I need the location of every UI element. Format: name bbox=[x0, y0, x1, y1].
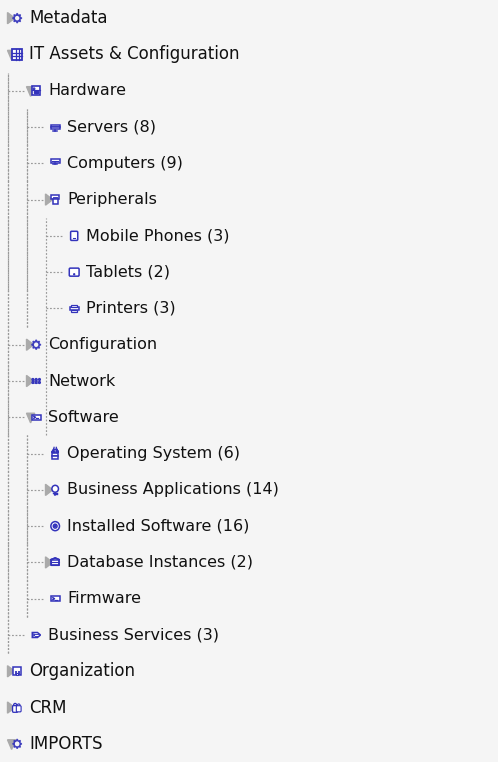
Text: Servers (8): Servers (8) bbox=[67, 120, 156, 135]
FancyBboxPatch shape bbox=[16, 706, 21, 712]
Circle shape bbox=[52, 485, 58, 492]
Text: Hardware: Hardware bbox=[48, 83, 126, 98]
Text: Peripherals: Peripherals bbox=[67, 192, 157, 207]
Circle shape bbox=[16, 17, 18, 20]
Polygon shape bbox=[12, 739, 22, 748]
Text: Firmware: Firmware bbox=[67, 591, 141, 607]
Text: Configuration: Configuration bbox=[48, 338, 157, 352]
FancyBboxPatch shape bbox=[51, 127, 60, 130]
Polygon shape bbox=[26, 87, 35, 96]
Circle shape bbox=[51, 522, 59, 530]
FancyBboxPatch shape bbox=[15, 671, 16, 672]
FancyBboxPatch shape bbox=[71, 232, 78, 241]
FancyBboxPatch shape bbox=[71, 310, 77, 312]
FancyBboxPatch shape bbox=[70, 307, 79, 310]
Circle shape bbox=[15, 742, 19, 745]
Circle shape bbox=[17, 704, 20, 706]
Circle shape bbox=[32, 379, 34, 380]
Circle shape bbox=[35, 343, 38, 346]
FancyBboxPatch shape bbox=[16, 673, 18, 675]
Polygon shape bbox=[31, 340, 41, 350]
Polygon shape bbox=[26, 339, 34, 351]
FancyBboxPatch shape bbox=[69, 268, 79, 276]
Polygon shape bbox=[7, 740, 16, 750]
Polygon shape bbox=[45, 485, 53, 495]
Text: Database Instances (2): Database Instances (2) bbox=[67, 555, 253, 570]
FancyBboxPatch shape bbox=[51, 159, 60, 163]
Circle shape bbox=[38, 379, 40, 380]
Circle shape bbox=[33, 88, 35, 90]
FancyBboxPatch shape bbox=[31, 415, 41, 420]
FancyBboxPatch shape bbox=[53, 199, 58, 203]
FancyBboxPatch shape bbox=[13, 668, 21, 675]
Polygon shape bbox=[26, 376, 34, 386]
Polygon shape bbox=[7, 702, 15, 713]
FancyBboxPatch shape bbox=[51, 125, 60, 126]
Circle shape bbox=[35, 379, 37, 380]
Text: Metadata: Metadata bbox=[29, 9, 108, 27]
FancyBboxPatch shape bbox=[51, 196, 59, 199]
FancyBboxPatch shape bbox=[52, 456, 58, 459]
Circle shape bbox=[53, 524, 57, 528]
Polygon shape bbox=[7, 666, 15, 677]
Polygon shape bbox=[32, 632, 40, 638]
Text: Organization: Organization bbox=[29, 662, 135, 680]
Wedge shape bbox=[52, 450, 58, 453]
Polygon shape bbox=[7, 12, 15, 24]
FancyBboxPatch shape bbox=[51, 559, 59, 565]
Text: Installed Software (16): Installed Software (16) bbox=[67, 519, 249, 533]
FancyBboxPatch shape bbox=[15, 673, 16, 674]
Text: Computers (9): Computers (9) bbox=[67, 155, 183, 171]
FancyBboxPatch shape bbox=[52, 453, 58, 456]
FancyBboxPatch shape bbox=[71, 305, 77, 307]
Text: CRM: CRM bbox=[29, 699, 67, 716]
FancyBboxPatch shape bbox=[17, 673, 19, 674]
Text: Printers (3): Printers (3) bbox=[86, 301, 176, 316]
Polygon shape bbox=[45, 194, 53, 205]
Circle shape bbox=[55, 526, 56, 527]
Circle shape bbox=[53, 451, 54, 453]
Polygon shape bbox=[12, 13, 22, 23]
Circle shape bbox=[33, 634, 34, 636]
Polygon shape bbox=[45, 557, 53, 568]
Text: Mobile Phones (3): Mobile Phones (3) bbox=[86, 229, 230, 243]
Text: IT Assets & Configuration: IT Assets & Configuration bbox=[29, 46, 240, 63]
Text: Tablets (2): Tablets (2) bbox=[86, 264, 170, 280]
FancyBboxPatch shape bbox=[51, 597, 60, 601]
Circle shape bbox=[35, 382, 37, 383]
Text: Business Applications (14): Business Applications (14) bbox=[67, 482, 279, 498]
Text: Operating System (6): Operating System (6) bbox=[67, 446, 240, 461]
Circle shape bbox=[32, 382, 34, 383]
Circle shape bbox=[13, 703, 16, 706]
Text: IMPORTS: IMPORTS bbox=[29, 735, 103, 753]
Polygon shape bbox=[7, 50, 16, 60]
Text: Software: Software bbox=[48, 410, 119, 424]
Text: Business Services (3): Business Services (3) bbox=[48, 627, 219, 642]
Circle shape bbox=[74, 274, 75, 275]
Circle shape bbox=[38, 382, 40, 383]
Polygon shape bbox=[26, 413, 35, 423]
Text: Network: Network bbox=[48, 373, 115, 389]
FancyBboxPatch shape bbox=[12, 706, 18, 712]
Circle shape bbox=[56, 451, 57, 453]
FancyBboxPatch shape bbox=[32, 86, 40, 95]
FancyBboxPatch shape bbox=[12, 50, 22, 59]
FancyBboxPatch shape bbox=[17, 671, 19, 672]
